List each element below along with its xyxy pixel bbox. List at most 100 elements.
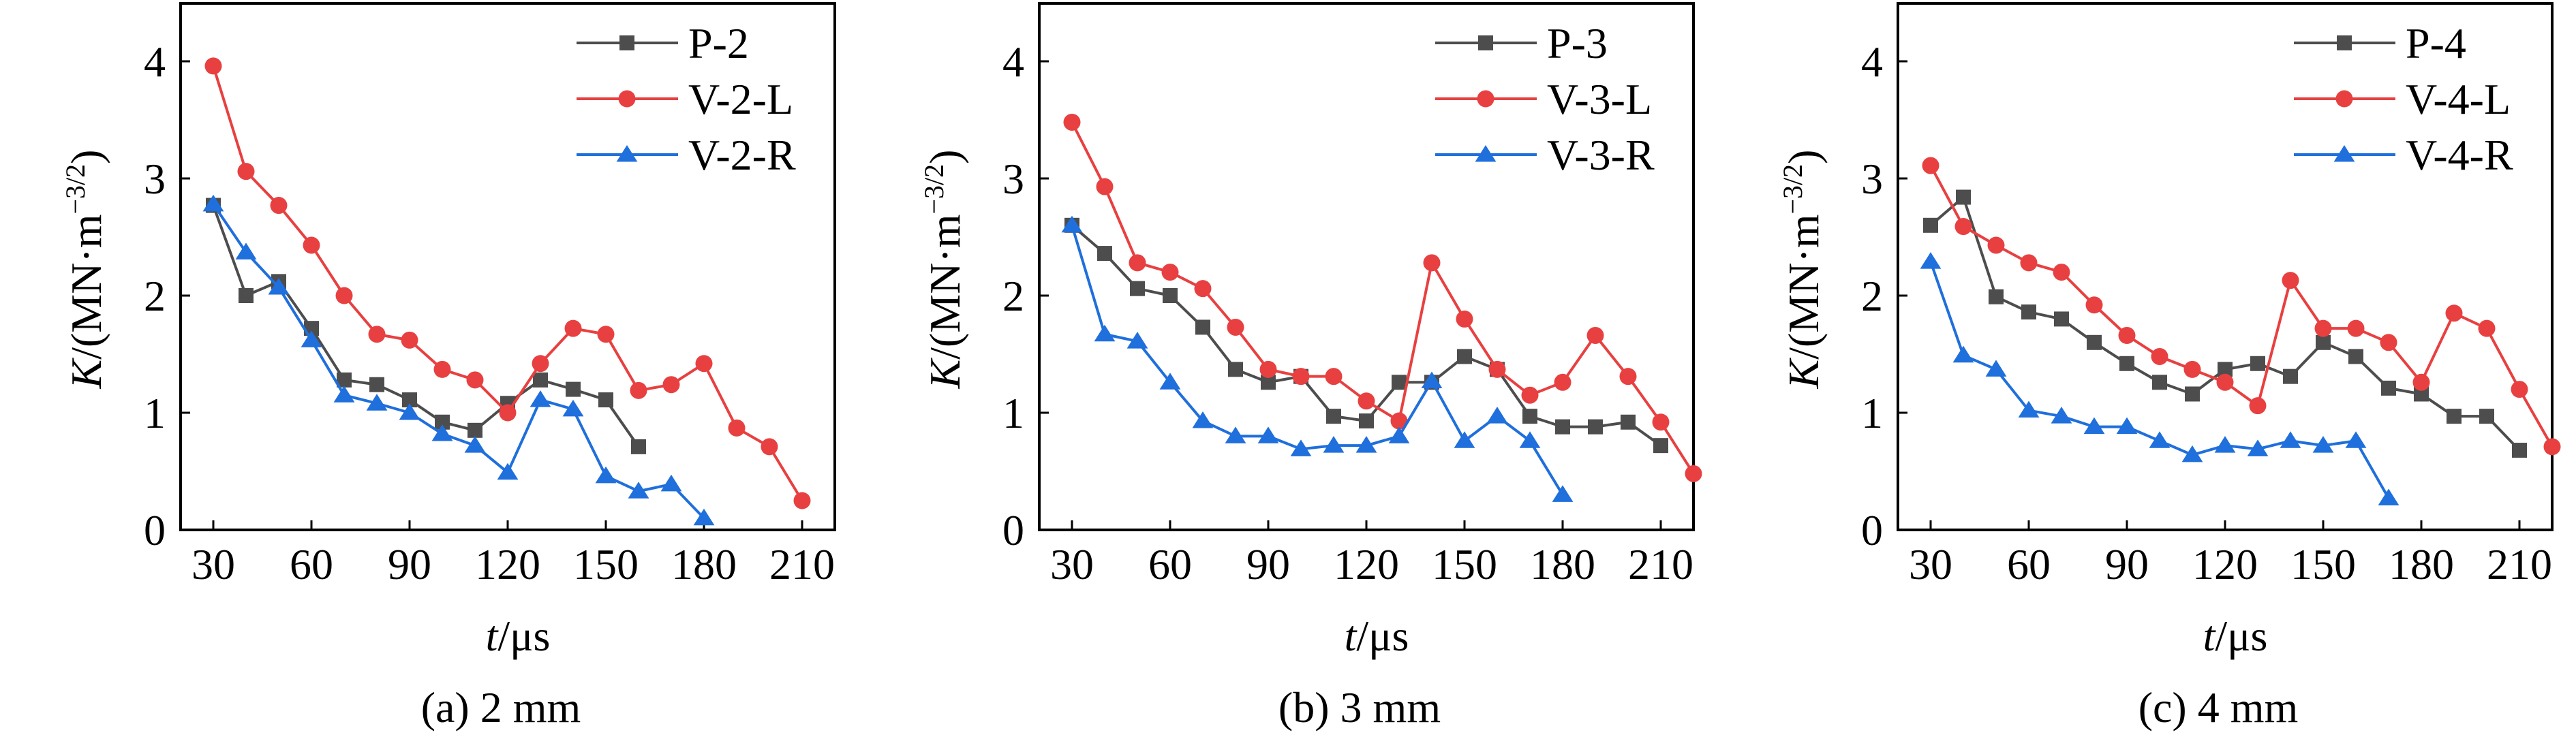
data-point — [562, 399, 584, 417]
data-point — [1457, 349, 1472, 364]
legend-marker — [2335, 90, 2353, 108]
data-point — [1456, 310, 1473, 328]
data-point — [2119, 356, 2134, 371]
legend-item: V-2-R — [577, 131, 796, 179]
data-point — [2216, 373, 2234, 391]
data-point — [333, 386, 355, 403]
data-point — [693, 508, 715, 526]
x-axis-title: t/μs — [2203, 612, 2268, 660]
data-point — [2316, 334, 2331, 350]
y-tick-label: 1 — [1002, 389, 1024, 437]
data-point — [366, 394, 388, 411]
data-point — [2280, 431, 2301, 448]
data-point — [2116, 417, 2138, 435]
data-point — [1488, 360, 1506, 378]
data-point — [239, 288, 254, 303]
data-point — [1325, 368, 1343, 386]
data-point — [1423, 254, 1441, 272]
data-point — [695, 355, 713, 373]
data-point — [1195, 319, 1210, 335]
legend-label: P-3 — [1547, 19, 1608, 67]
legend-marker — [619, 35, 634, 50]
data-point — [1923, 217, 1938, 233]
data-point — [1685, 465, 1702, 482]
data-point — [2218, 362, 2233, 377]
data-point — [1129, 254, 1146, 272]
legend-label: V-3-L — [1547, 75, 1652, 123]
data-point — [2118, 326, 2136, 344]
data-point — [2250, 356, 2265, 371]
data-point — [1388, 426, 1410, 443]
data-point — [1358, 392, 1375, 410]
panel-2: 30 60 90 120 150 180 210 0 1 2 3 4 t/μs K/(MN·m−3/2) P… — [1777, 2, 2561, 732]
data-point — [1359, 413, 1374, 429]
data-point — [1954, 218, 1972, 236]
data-point — [1326, 409, 1341, 424]
data-point — [2021, 304, 2036, 320]
x-tick-label: 60 — [290, 540, 333, 588]
data-point — [2083, 417, 2105, 435]
x-tick-label: 210 — [769, 540, 835, 588]
data-point — [402, 392, 417, 408]
data-point — [2445, 304, 2463, 322]
data-point — [1392, 375, 1407, 390]
x-tick-label: 120 — [475, 540, 540, 588]
data-point — [1619, 368, 1637, 386]
data-point — [1257, 426, 1279, 443]
data-point — [369, 377, 384, 392]
series-P-3 — [1064, 217, 1668, 454]
data-point — [2185, 386, 2200, 402]
data-point — [270, 197, 288, 215]
legend-item: V-2-L — [577, 75, 793, 123]
data-point — [2053, 264, 2070, 281]
legend-label: V-2-L — [688, 75, 793, 123]
legend-item: V-4-L — [2294, 75, 2511, 123]
data-point — [202, 194, 224, 212]
data-point — [1192, 411, 1214, 428]
data-point — [2183, 360, 2201, 378]
x-axis-title-symbol: t — [486, 612, 500, 660]
series-line — [1071, 224, 1662, 447]
x-tick-label: 60 — [1148, 540, 1192, 588]
data-point — [368, 326, 386, 343]
data-point — [793, 492, 811, 509]
series-V-3-R — [1061, 215, 1574, 502]
x-tick-label: 30 — [191, 540, 235, 588]
x-axis-title-unit: /μs — [1356, 612, 1409, 660]
legend-item: P-4 — [2294, 19, 2466, 67]
data-point — [1421, 371, 1443, 389]
y-tick-label: 2 — [1002, 272, 1024, 320]
y-axis-title-unit: /(MN·m — [921, 214, 969, 359]
x-axis-title-unit: /μs — [497, 612, 550, 660]
legend-marker — [618, 90, 636, 108]
data-point — [2312, 436, 2334, 453]
series-line — [212, 203, 705, 520]
data-point — [1126, 332, 1148, 349]
data-point — [761, 438, 778, 456]
series-line — [1071, 225, 1564, 496]
data-point — [564, 319, 582, 337]
data-point — [1522, 409, 1537, 424]
y-axis-title-exponent: −3/2 — [919, 164, 949, 215]
data-point — [1952, 345, 1974, 363]
data-point — [1227, 318, 1244, 336]
x-tick-label: 90 — [2105, 540, 2149, 588]
data-point — [728, 419, 746, 437]
data-point — [2282, 272, 2299, 289]
x-tick-label: 120 — [1334, 540, 1399, 588]
y-tick-label: 0 — [1002, 506, 1024, 554]
data-point — [1290, 439, 1312, 456]
data-point — [595, 466, 617, 484]
y-tick-label: 3 — [1861, 155, 1883, 203]
data-point — [235, 242, 257, 260]
data-point — [1355, 436, 1377, 453]
data-point — [2018, 400, 2040, 418]
data-point — [2414, 386, 2429, 402]
series-V-3-L — [1063, 113, 1702, 482]
y-tick-label: 0 — [144, 506, 166, 554]
data-point — [1987, 236, 2005, 254]
x-axis-title-unit: /μs — [2215, 612, 2267, 660]
data-point — [1159, 373, 1181, 390]
data-point — [499, 404, 517, 422]
